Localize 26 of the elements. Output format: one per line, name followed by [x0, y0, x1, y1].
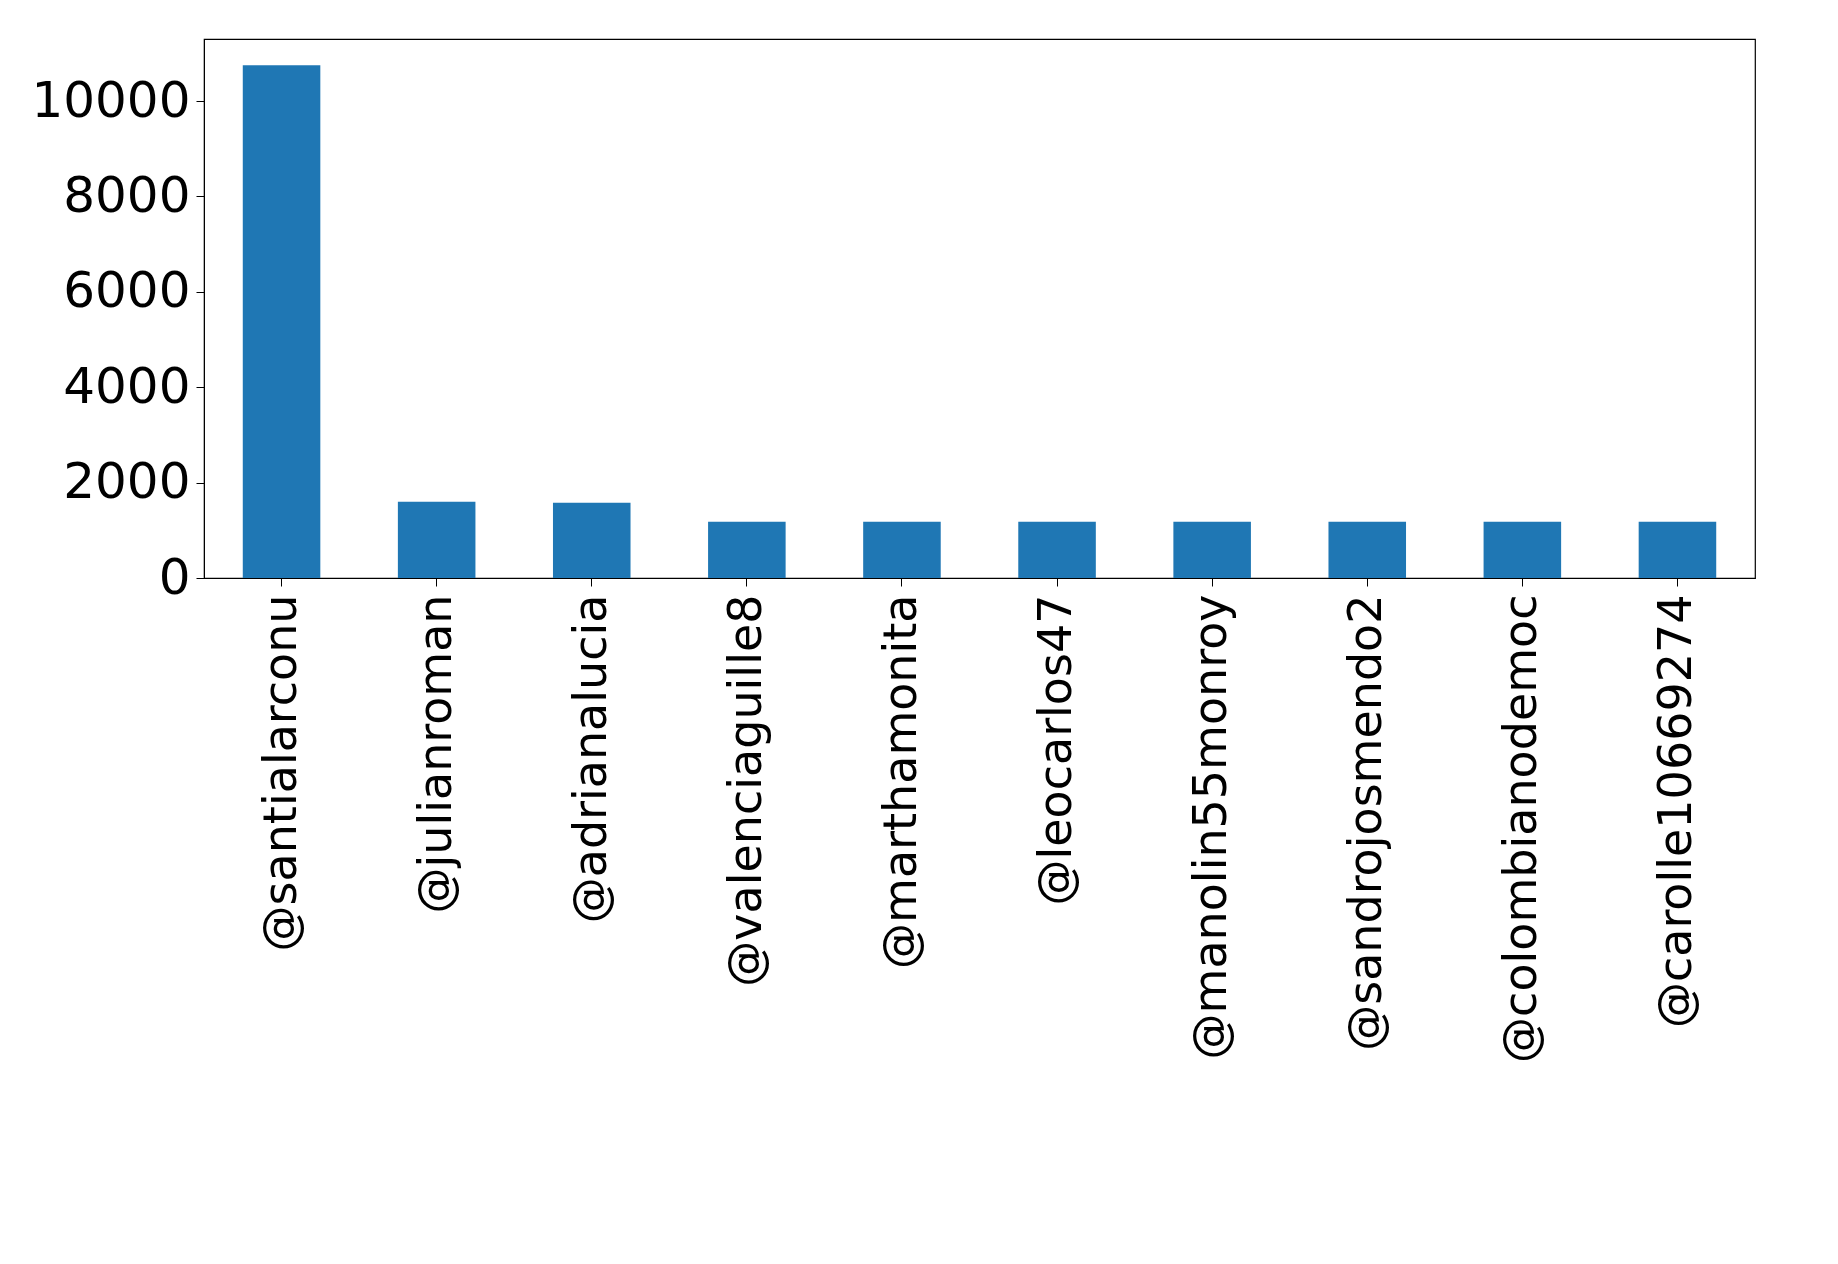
y-tick-label: 0 — [158, 547, 191, 606]
x-tick-label: @sandrojosmendo2 — [1338, 594, 1393, 1051]
x-tick-label: @julianroman — [407, 594, 462, 914]
bar — [708, 521, 786, 578]
y-tick-label: 4000 — [63, 356, 191, 415]
x-tick-label: @carolle10669274 — [1648, 594, 1703, 1029]
bar — [242, 65, 321, 578]
y-tick-label: 2000 — [63, 452, 191, 511]
bar — [1328, 521, 1407, 578]
x-tick-label: @colombianodemoc — [1493, 594, 1548, 1063]
bar — [1638, 521, 1717, 578]
x-tick-label: @adrianalucia — [562, 594, 617, 924]
bar — [1173, 521, 1251, 578]
bar — [863, 521, 941, 578]
y-tick-label: 10000 — [31, 70, 191, 129]
y-tick-label: 6000 — [63, 261, 191, 320]
bar — [397, 501, 476, 578]
bar — [1018, 521, 1096, 578]
bar — [1483, 521, 1562, 578]
y-tick-label: 8000 — [63, 165, 191, 224]
x-tick-label: @manolin55monroy — [1183, 594, 1238, 1060]
x-tick-label: @marthamonita — [872, 594, 927, 969]
x-tick-label: @leocarlos47 — [1028, 594, 1083, 906]
x-tick-label: @valenciaguille8 — [717, 594, 772, 987]
x-tick-label: @santialarconu — [252, 594, 307, 952]
bar — [552, 502, 631, 578]
